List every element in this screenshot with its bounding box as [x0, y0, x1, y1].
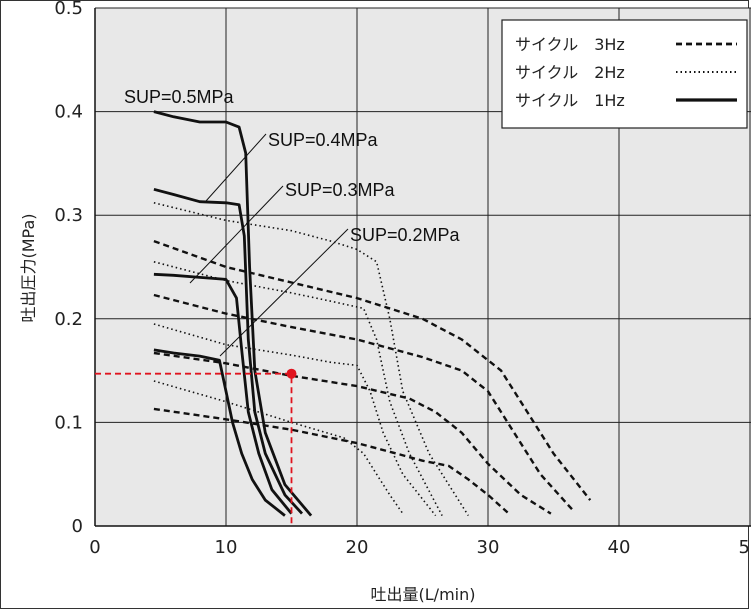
x-tick-label: 30 [477, 537, 500, 558]
legend-label: サイクル 3Hz [515, 35, 625, 54]
y-tick-label: 0.4 [54, 102, 83, 123]
legend-label: サイクル 1Hz [515, 91, 625, 110]
x-tick-label: 0 [89, 537, 100, 558]
marker-guide-line [95, 372, 293, 526]
annotation-label: SUP=0.2MPa [350, 225, 461, 245]
annotations: SUP=0.5MPa SUP=0.4MPa SUP=0.3MPa SUP=0.2MPa [124, 87, 461, 357]
series-line-solid-2 [153, 187, 304, 515]
marker-guides [95, 368, 297, 526]
series-group [153, 110, 592, 517]
series-line-dotted-11 [153, 323, 437, 517]
legend: サイクル 3Hz サイクル 2Hz サイクル 1Hz [501, 19, 748, 129]
annotation-label: SUP=0.5MPa [124, 87, 235, 107]
axes: 0 10 20 30 40 50 0 0.1 0.2 0.3 0.4 0.5 [54, 0, 751, 558]
legend-label: サイクル 2Hz [515, 63, 625, 82]
x-tick-label: 50 [739, 537, 751, 558]
series-line-dashed-8 [153, 407, 509, 514]
x-tick-label: 40 [608, 537, 631, 558]
series-line-dotted-12 [153, 380, 404, 515]
grid [95, 7, 751, 526]
series-line-dashed-6 [153, 293, 574, 512]
annotation-label: SUP=0.3MPa [285, 180, 396, 200]
x-tick-label: 20 [346, 537, 369, 558]
y-tick-label: 0 [72, 516, 83, 537]
series-line-dashed-5 [153, 239, 592, 501]
x-tick-label: 10 [215, 537, 238, 558]
annotation-leader-line [219, 228, 349, 357]
y-tick-label: 0.2 [54, 309, 83, 330]
x-axis-title: 吐出量(L/min) [371, 585, 476, 604]
series-line-solid-4 [153, 348, 286, 517]
y-tick-label: 0.5 [54, 0, 83, 19]
series-line-dashed-7 [153, 351, 552, 515]
series-line-solid-1 [153, 110, 313, 517]
y-tick-label: 0.3 [54, 205, 83, 226]
legend-box [501, 19, 748, 129]
series-line-solid-3 [153, 272, 293, 515]
annotation-leader-line [189, 185, 284, 284]
y-axis-title: 吐出圧力(MPa) [19, 213, 38, 322]
annotation-leader-line [205, 133, 267, 202]
marker-point [286, 368, 297, 379]
annotation-label: SUP=0.4MPa [268, 130, 379, 150]
y-tick-label: 0.1 [54, 412, 83, 433]
